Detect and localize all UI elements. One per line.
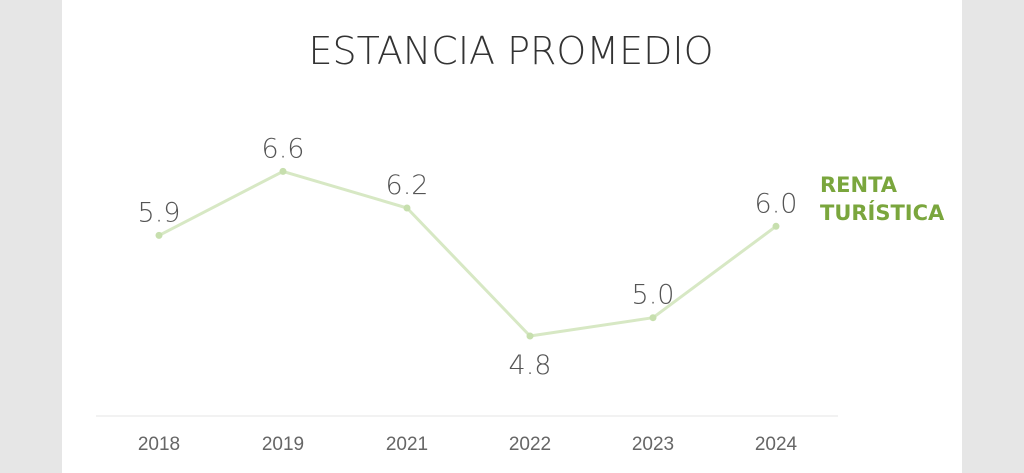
x-tick-label: 2022 [509, 434, 551, 455]
legend-label-line2: TURÍSTICA [820, 200, 945, 225]
line-chart: ESTANCIA PROMEDIO 5.9 6.6 6.2 4.8 5.0 6.0 201… [96, 29, 945, 455]
data-label: 6.0 [755, 188, 798, 219]
x-tick-label: 2019 [262, 434, 304, 455]
data-label: 6.2 [386, 170, 429, 201]
data-point [526, 332, 534, 340]
data-point [649, 314, 657, 322]
legend-label-line1: RENTA [820, 173, 898, 197]
data-label: 5.0 [632, 280, 675, 311]
series-line [158, 169, 777, 338]
data-point [279, 167, 287, 175]
data-point [772, 222, 780, 230]
x-tick-label: 2023 [632, 434, 674, 455]
chart-title: ESTANCIA PROMEDIO [308, 29, 713, 73]
x-tick-label: 2018 [138, 434, 180, 455]
x-tick-label: 2021 [386, 434, 428, 455]
data-point [403, 204, 411, 212]
chart-card: ESTANCIA PROMEDIO 5.9 6.6 6.2 4.8 5.0 6.0 201… [62, 0, 962, 473]
series-group: 5.9 6.6 6.2 4.8 5.0 6.0 [138, 133, 798, 381]
data-label: 5.9 [138, 197, 181, 228]
data-label: 6.6 [262, 133, 305, 164]
data-point [155, 231, 163, 239]
x-axis-ticks: 2018 2019 2021 2022 2023 2024 [138, 434, 798, 455]
x-tick-label: 2024 [755, 434, 798, 455]
data-label: 4.8 [509, 350, 552, 381]
